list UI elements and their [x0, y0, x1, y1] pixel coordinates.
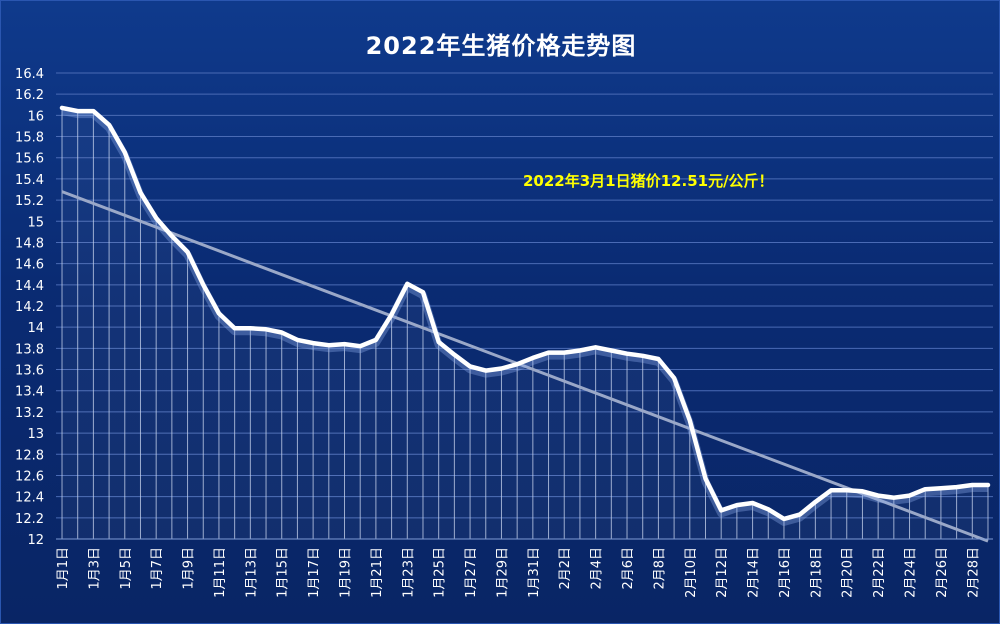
x-tick-label: 1月29日	[495, 547, 510, 598]
y-tick-label: 16.2	[15, 88, 44, 103]
x-tick-label: 2月26日	[935, 547, 950, 598]
y-tick-label: 14	[27, 321, 44, 336]
y-tick-label: 15.4	[15, 173, 44, 188]
y-tick-label: 12.8	[15, 448, 44, 463]
x-tick-label: 2月16日	[778, 547, 793, 598]
y-tick-label: 14.2	[15, 300, 44, 315]
x-tick-label: 1月25日	[433, 547, 448, 598]
y-tick-label: 15.8	[15, 131, 44, 146]
x-tick-label: 1月9日	[182, 547, 197, 590]
y-tick-label: 16.4	[15, 67, 44, 82]
y-tick-label: 14.4	[15, 279, 44, 294]
x-tick-label: 2月6日	[621, 547, 636, 590]
y-tick-label: 12	[27, 533, 44, 548]
x-tick-label: 1月31日	[527, 547, 542, 598]
x-tick-label: 1月23日	[401, 547, 416, 598]
series-area	[62, 107, 988, 539]
y-tick-label: 12.4	[15, 491, 44, 506]
x-tick-label: 2月12日	[715, 547, 730, 598]
x-tick-label: 2月14日	[747, 547, 762, 598]
x-tick-label: 2月10日	[684, 547, 699, 598]
x-tick-label: 2月2日	[558, 547, 573, 590]
y-tick-label: 13.8	[15, 342, 44, 357]
x-tick-label: 2月8日	[652, 547, 667, 590]
x-tick-label: 1月21日	[370, 547, 385, 598]
y-tick-label: 15.2	[15, 194, 44, 209]
x-tick-label: 2月20日	[841, 547, 856, 598]
chart-title: 2022年生猪价格走势图	[365, 32, 637, 60]
y-tick-label: 13.4	[15, 385, 44, 400]
x-tick-label: 1月11日	[213, 547, 228, 598]
x-tick-label: 1月1日	[56, 547, 71, 590]
y-tick-label: 16	[27, 109, 44, 124]
y-tick-label: 13.2	[15, 406, 44, 421]
x-tick-label: 1月27日	[464, 547, 479, 598]
chart-annotation: 2022年3月1日猪价12.51元/公斤！	[523, 172, 774, 190]
x-tick-label: 1月5日	[119, 547, 134, 590]
x-tick-label: 2月22日	[872, 547, 887, 598]
x-tick-label: 1月13日	[244, 547, 259, 598]
y-tick-label: 12.2	[15, 512, 44, 527]
y-tick-label: 13	[27, 427, 44, 442]
x-tick-label: 1月3日	[87, 547, 102, 590]
trendline	[61, 190, 989, 543]
x-tick-label: 1月15日	[276, 547, 291, 598]
x-tick-label: 1月17日	[307, 547, 322, 598]
y-tick-label: 14.8	[15, 236, 44, 251]
y-tick-label: 15	[27, 215, 44, 230]
x-tick-label: 2月28日	[966, 547, 981, 598]
x-tick-label: 1月7日	[150, 547, 165, 590]
x-tick-label: 2月4日	[590, 547, 605, 590]
x-tick-label: 2月24日	[904, 547, 919, 598]
x-tick-label: 2月18日	[809, 547, 824, 598]
y-tick-label: 13.6	[15, 364, 44, 379]
x-tick-label: 1月19日	[339, 547, 354, 598]
series-line	[59, 105, 991, 522]
y-tick-label: 12.6	[15, 469, 44, 484]
y-tick-label: 15.6	[15, 152, 44, 167]
y-tick-label: 14.6	[15, 258, 44, 273]
